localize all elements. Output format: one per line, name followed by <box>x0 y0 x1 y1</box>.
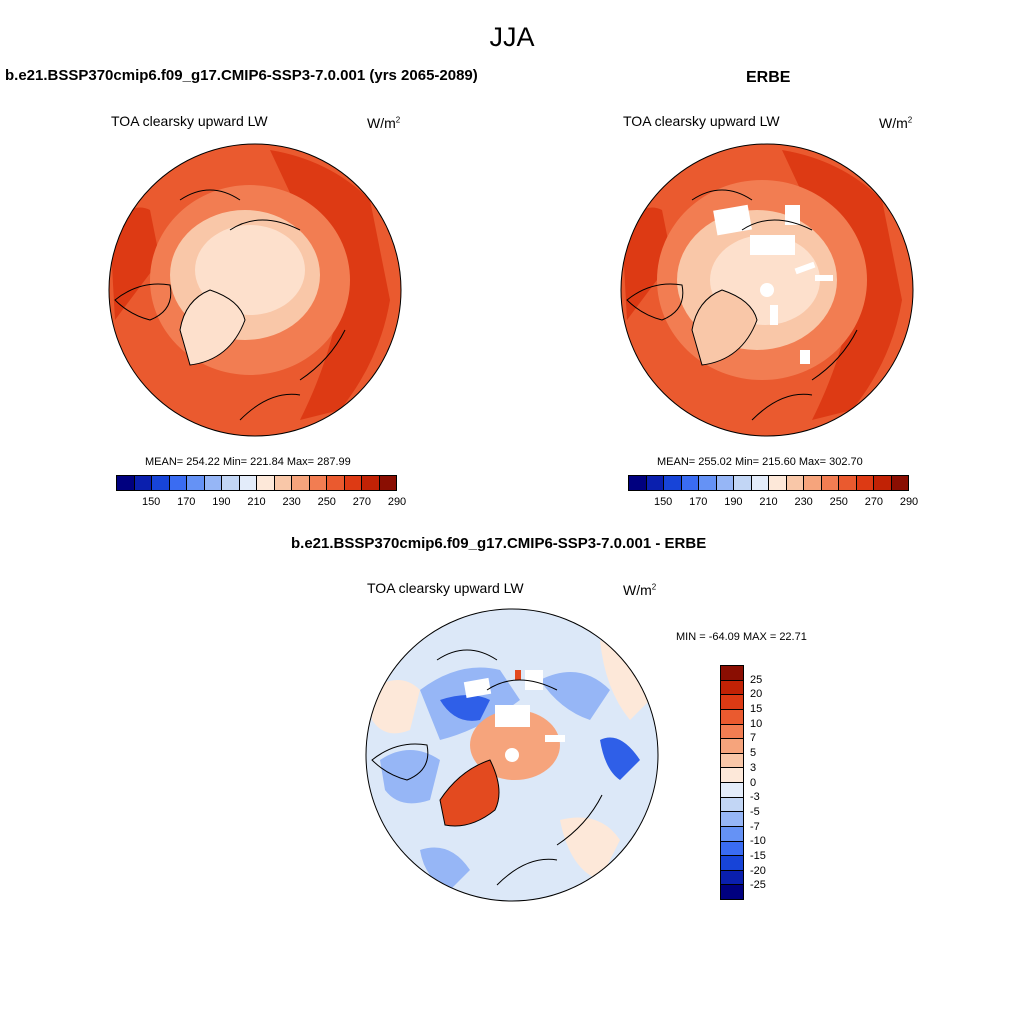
colorbar-label: 15 <box>750 703 763 716</box>
colorbar-label: 20 <box>750 688 763 701</box>
colorbar-label: 150 <box>653 496 673 508</box>
colorbar-label: -3 <box>750 791 760 804</box>
colorbar-label: 290 <box>899 496 919 508</box>
colorbar-swatch <box>721 855 743 870</box>
colorbar-swatch <box>721 811 743 826</box>
colorbar-swatch <box>891 476 908 490</box>
panel1-units: W/m2 <box>367 115 401 131</box>
panel1-colorbar <box>116 475 397 491</box>
colorbar-swatch <box>721 782 743 797</box>
colorbar-swatch <box>839 476 857 490</box>
colorbar-swatch <box>786 476 804 490</box>
colorbar-label: 190 <box>212 496 231 508</box>
colorbar-swatch <box>856 476 874 490</box>
colorbar-label: 7 <box>750 732 757 745</box>
colorbar-label: 5 <box>750 747 757 760</box>
colorbar-label: 25 <box>750 673 763 686</box>
colorbar-swatch <box>169 476 187 490</box>
colorbar-swatch <box>344 476 362 490</box>
colorbar-swatch <box>721 666 743 680</box>
colorbar-swatch <box>222 476 240 490</box>
colorbar-label: 230 <box>282 496 301 508</box>
colorbar-label: 170 <box>177 496 196 508</box>
colorbar-swatch <box>152 476 170 490</box>
colorbar-swatch <box>721 752 743 768</box>
colorbar-swatch <box>257 476 275 490</box>
colorbar-swatch <box>734 476 752 490</box>
panel2-units: W/m2 <box>879 115 913 131</box>
colorbar-label: 150 <box>141 496 161 508</box>
colorbar-swatch <box>721 738 743 753</box>
colorbar-swatch <box>721 679 743 695</box>
panel3-stats: MIN = -64.09 MAX = 22.71 <box>676 631 807 643</box>
panel1-map <box>109 144 401 436</box>
colorbar-swatch <box>721 767 743 782</box>
colorbar-swatch <box>292 476 310 490</box>
colorbar-label: 10 <box>750 717 763 730</box>
colorbar-label: 250 <box>317 496 336 508</box>
colorbar-swatch <box>629 476 647 490</box>
colorbar-swatch <box>664 476 682 490</box>
panel3-colorbar <box>720 665 744 900</box>
colorbar-label: 170 <box>689 496 708 508</box>
colorbar-swatch <box>751 476 769 490</box>
colorbar-swatch <box>239 476 257 490</box>
colorbar-swatch <box>681 476 699 490</box>
panel2-case-title: ERBE <box>746 69 791 86</box>
colorbar-swatch <box>804 476 822 490</box>
colorbar-label: -5 <box>750 805 760 818</box>
panel3-variable: TOA clearsky upward LW <box>367 580 524 596</box>
colorbar-label: 230 <box>794 496 813 508</box>
colorbar-label: -20 <box>750 864 766 877</box>
colorbar-label: 3 <box>750 761 757 774</box>
colorbar-label: 210 <box>247 496 266 508</box>
colorbar-swatch <box>769 476 787 490</box>
colorbar-swatch <box>134 476 152 490</box>
colorbar-swatch <box>721 796 743 812</box>
colorbar-swatch <box>721 723 743 739</box>
colorbar-swatch <box>874 476 892 490</box>
panel1-variable: TOA clearsky upward LW <box>111 113 268 129</box>
colorbar-label: 290 <box>387 496 407 508</box>
colorbar-label: 190 <box>724 496 743 508</box>
colorbar-label: 250 <box>829 496 848 508</box>
colorbar-swatch <box>721 884 743 899</box>
colorbar-label: 270 <box>352 496 372 508</box>
colorbar-label: 0 <box>750 776 757 789</box>
panel1-case-title: b.e21.BSSP370cmip6.f09_g17.CMIP6-SSP3-7.… <box>5 67 478 84</box>
colorbar-swatch <box>309 476 327 490</box>
colorbar-swatch <box>721 708 743 724</box>
colorbar-swatch <box>117 476 135 490</box>
colorbar-label: -25 <box>750 879 766 892</box>
colorbar-swatch <box>721 840 743 856</box>
colorbar-swatch <box>274 476 292 490</box>
colorbar-swatch <box>362 476 380 490</box>
colorbar-swatch <box>721 869 743 885</box>
colorbar-label: -7 <box>750 820 760 833</box>
panel2-colorbar <box>628 475 909 491</box>
panel3-case-title: b.e21.BSSP370cmip6.f09_g17.CMIP6-SSP3-7.… <box>291 535 707 552</box>
colorbar-label: -15 <box>750 849 766 862</box>
colorbar-swatch <box>327 476 345 490</box>
season-title: JJA <box>489 22 535 52</box>
colorbar-swatch <box>721 694 743 709</box>
colorbar-label: 270 <box>864 496 884 508</box>
colorbar-swatch <box>821 476 839 490</box>
panel2-variable: TOA clearsky upward LW <box>623 113 780 129</box>
colorbar-label: 210 <box>759 496 778 508</box>
colorbar-swatch <box>716 476 734 490</box>
panel1-stats: MEAN= 254.22 Min= 221.84 Max= 287.99 <box>145 456 351 468</box>
colorbar-swatch <box>379 476 396 490</box>
panel3-map <box>366 609 658 901</box>
colorbar-swatch <box>187 476 205 490</box>
colorbar-label: -10 <box>750 835 766 848</box>
panel3-units: W/m2 <box>623 582 657 598</box>
panel2-stats: MEAN= 255.02 Min= 215.60 Max= 302.70 <box>657 456 863 468</box>
colorbar-swatch <box>204 476 222 490</box>
colorbar-swatch <box>721 825 743 841</box>
colorbar-swatch <box>646 476 664 490</box>
panel2-map <box>621 144 913 436</box>
colorbar-swatch <box>699 476 717 490</box>
